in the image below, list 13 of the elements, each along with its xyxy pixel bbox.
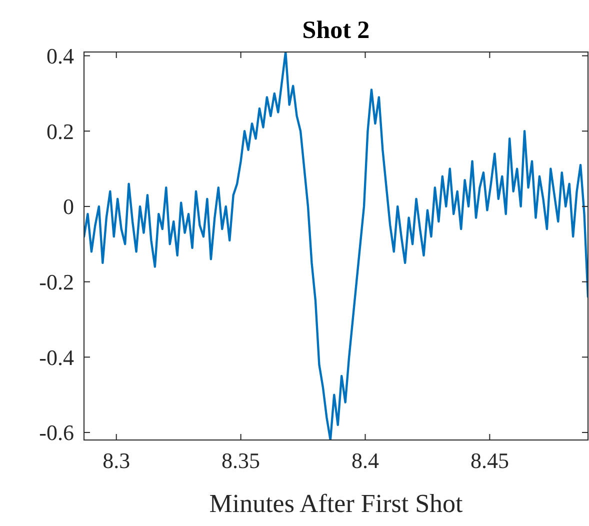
- line-series: [84, 52, 588, 440]
- x-tick-label: 8.4: [351, 448, 379, 473]
- y-tick-label: 0.4: [46, 43, 74, 68]
- chart-title: Shot 2: [302, 17, 370, 44]
- y-tick-label: 0.2: [46, 118, 74, 144]
- y-tick-label: -0.6: [39, 420, 74, 446]
- x-tick-label: 8.45: [470, 448, 509, 473]
- x-tick-label: 8.35: [222, 448, 260, 473]
- y-tick-label: -0.2: [39, 269, 74, 294]
- x-axis-title: Minutes After First Shot: [209, 489, 464, 518]
- y-tick-label: 0: [63, 194, 74, 220]
- x-tick-label: 8.3: [102, 448, 130, 473]
- y-tick-label: -0.4: [39, 344, 74, 370]
